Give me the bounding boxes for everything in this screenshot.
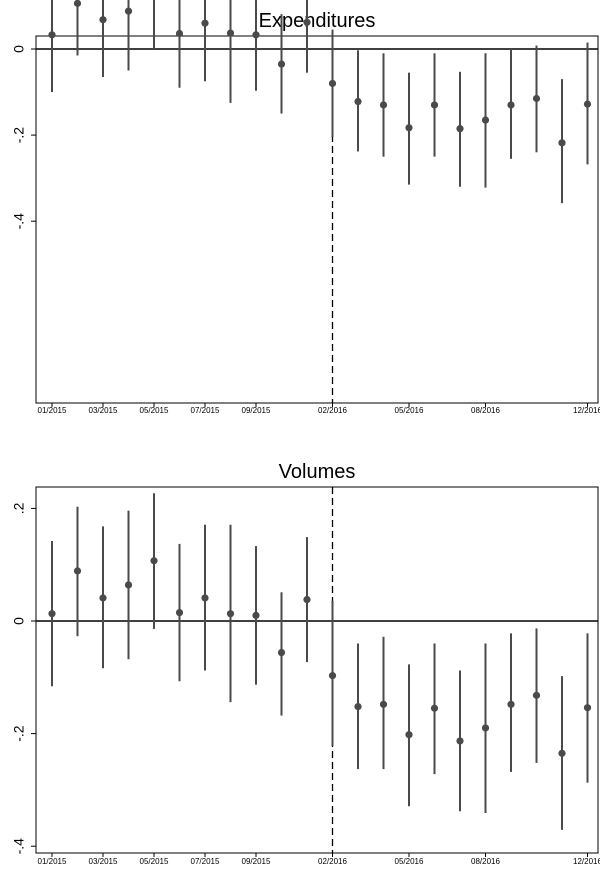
point-estimate [277, 648, 286, 657]
point-estimate [99, 594, 107, 602]
x-tick-label: 01/2015 [38, 406, 67, 415]
point-estimate [124, 7, 133, 15]
point-estimate [175, 29, 184, 38]
volumes-panel: Volumes -.4 -.2 0 .2 01/2015 03/2015 05/2015 07… [11, 461, 600, 866]
x-tick-label: 02/2016 [318, 406, 347, 415]
point-estimate [430, 704, 439, 712]
x-tick-label: 08/2016 [471, 406, 500, 415]
point-estimate [303, 596, 311, 604]
x-tick-label: 05/2016 [395, 406, 424, 415]
x-tick-label: 02/2016 [318, 857, 347, 866]
point-estimate [481, 724, 490, 732]
point-estimate [226, 610, 235, 618]
x-tick-label: 07/2015 [191, 857, 220, 866]
x-tick-label: 08/2016 [471, 857, 500, 866]
point-estimate [405, 731, 413, 739]
y-tick-label: -.4 [11, 838, 27, 855]
x-tick-label: 12/2016 [573, 406, 600, 415]
x-tick-label: 03/2015 [89, 406, 118, 415]
expenditures-panel: Expenditures -.4-.20.2.401/201503/201505… [11, 0, 600, 415]
chart-title: Volumes [279, 461, 356, 483]
y-tick-label: .2 [11, 502, 27, 514]
x-tick-label: 03/2015 [89, 857, 118, 866]
point-estimate [252, 31, 260, 39]
point-estimate [252, 611, 260, 619]
point-estimate [379, 700, 388, 708]
point-estimate [583, 704, 592, 712]
y-tick-label: -.2 [11, 127, 27, 144]
point-estimate [175, 608, 184, 617]
point-estimate [277, 60, 286, 68]
point-estimate [354, 702, 362, 711]
point-estimate [532, 94, 541, 103]
x-tick-label: 05/2015 [140, 857, 169, 866]
chart-title: Expenditures [259, 10, 376, 32]
point-estimate [583, 100, 592, 108]
x-tick-label: 12/2016 [573, 857, 600, 866]
point-estimate [379, 101, 388, 109]
y-tick-label: -.4 [11, 213, 27, 230]
point-estimate [558, 139, 566, 147]
x-tick-label: 07/2015 [191, 406, 220, 415]
x-tick-label: 05/2015 [140, 406, 169, 415]
point-estimate [354, 97, 362, 106]
point-estimate [328, 79, 337, 88]
point-estimate [73, 0, 82, 7]
point-estimate [558, 749, 566, 757]
point-estimate [303, 18, 311, 26]
point-estimate [73, 567, 82, 575]
x-tick-label: 01/2015 [38, 857, 67, 866]
point-estimate [99, 16, 107, 24]
point-estimate [124, 581, 133, 589]
plot-frame [35, 35, 599, 404]
y-tick-label: 0 [11, 45, 27, 53]
point-estimate [201, 594, 209, 602]
point-estimate [507, 700, 515, 708]
point-estimate [456, 737, 464, 745]
point-estimate [507, 101, 515, 109]
point-estimate [456, 125, 464, 133]
point-estimate [226, 29, 235, 37]
point-estimate [481, 116, 490, 124]
point-estimate [405, 124, 413, 132]
x-tick-label: 09/2015 [242, 857, 271, 866]
point-estimate [201, 19, 209, 27]
y-tick-label: 0 [11, 617, 27, 625]
x-tick-label: 05/2016 [395, 857, 424, 866]
x-tick-label: 09/2015 [242, 406, 271, 415]
point-estimate [48, 610, 56, 618]
plot-frame [35, 486, 599, 854]
point-estimate [328, 672, 337, 680]
y-tick-label: -.2 [11, 725, 27, 742]
point-estimate [430, 101, 439, 109]
point-estimate [150, 557, 158, 565]
point-estimate [48, 31, 56, 39]
point-estimate [532, 691, 541, 699]
